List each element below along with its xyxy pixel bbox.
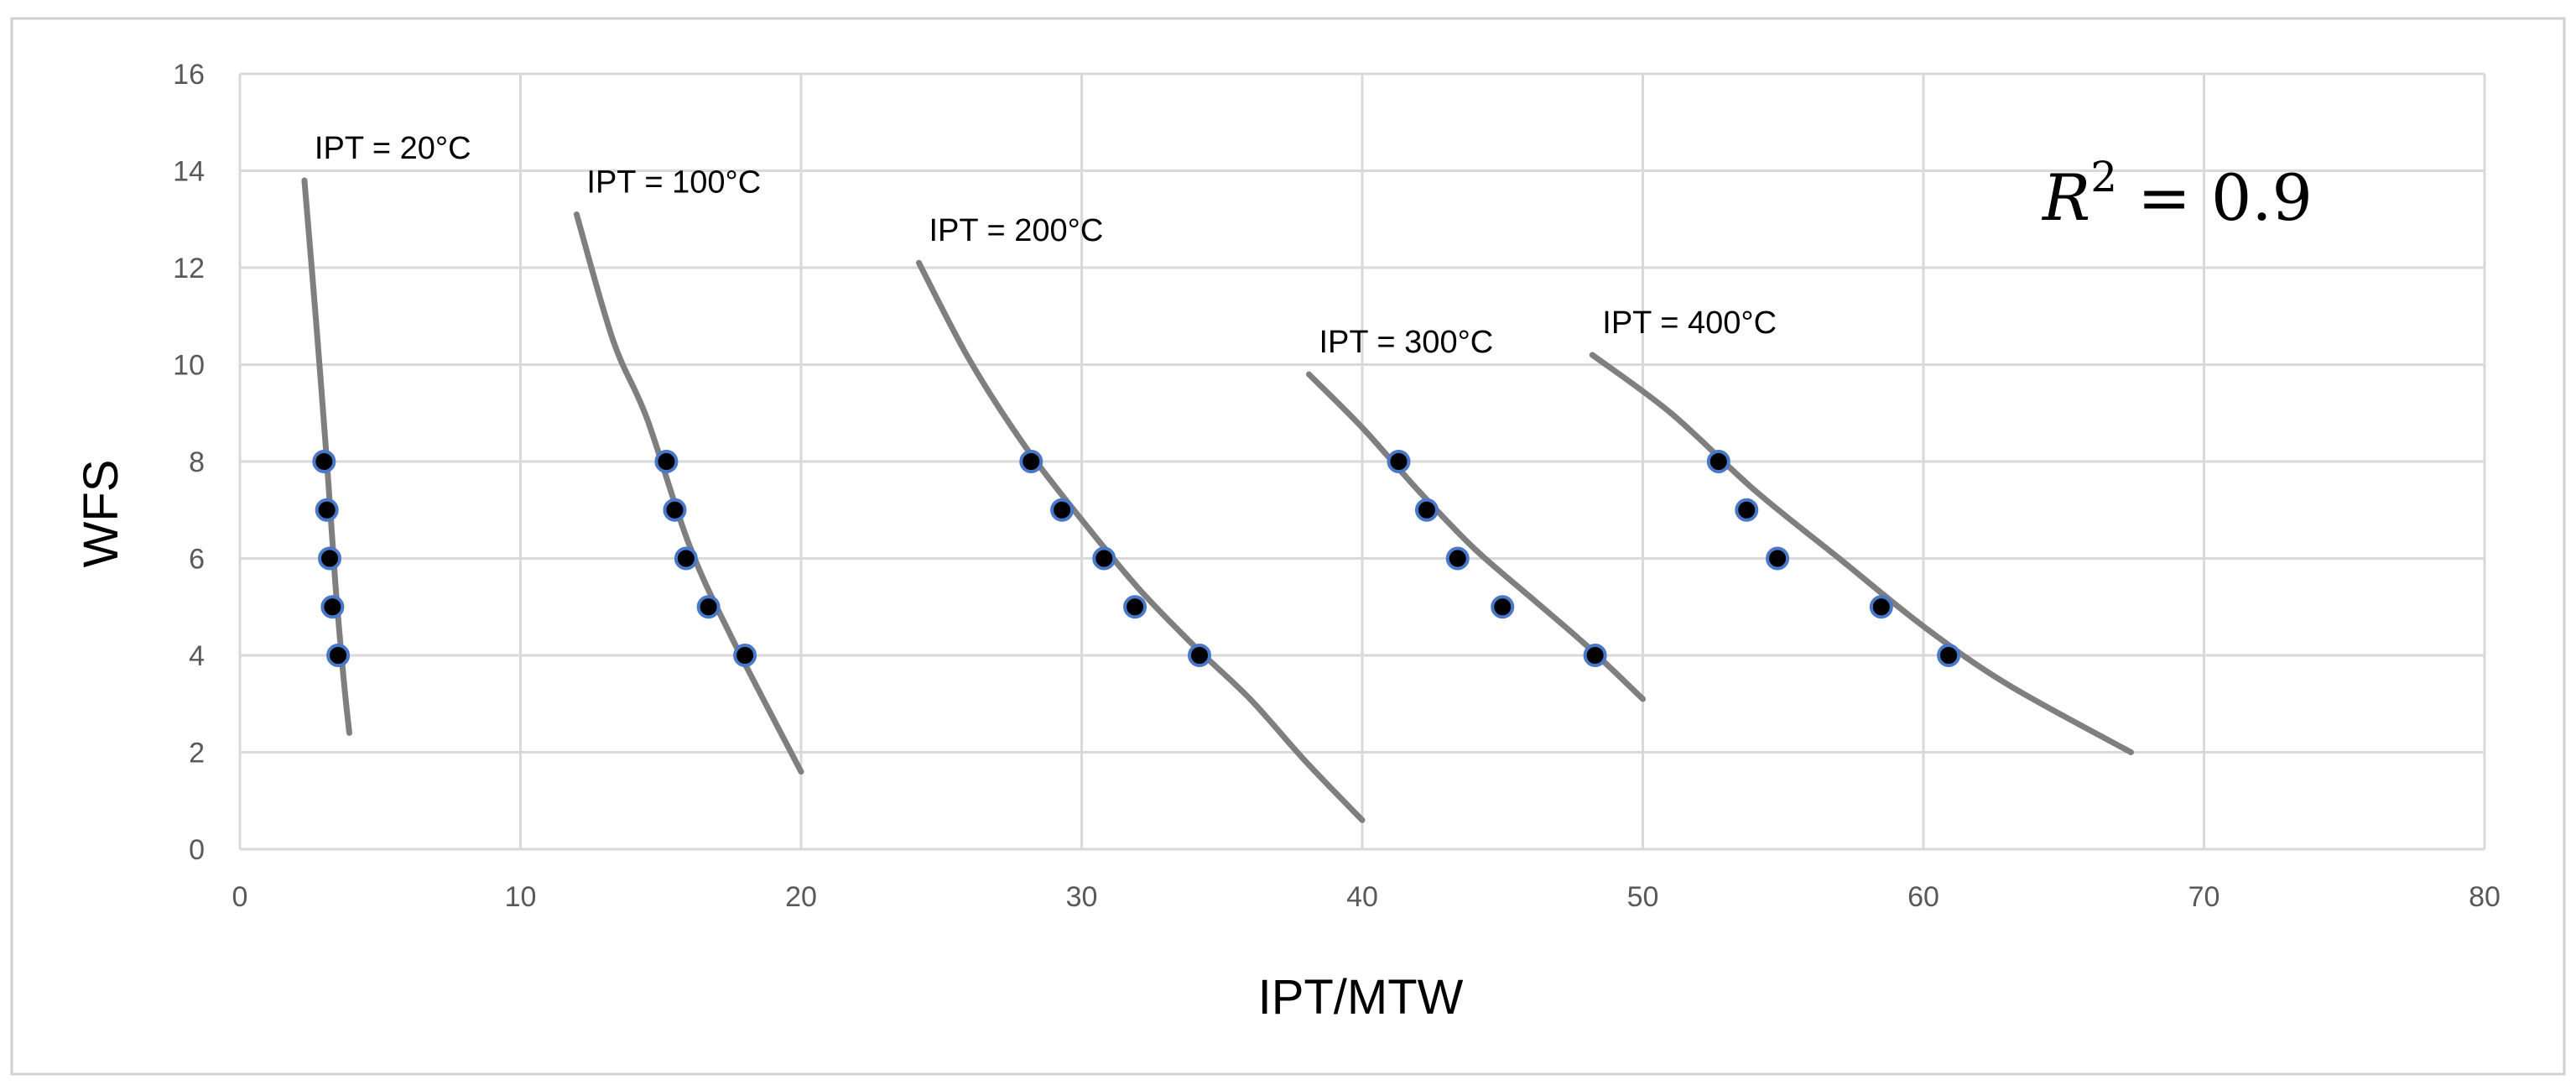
data-point	[1414, 498, 1439, 522]
data-point	[663, 498, 687, 522]
data-point	[312, 450, 336, 473]
data-point	[1445, 546, 1470, 571]
chart-frame	[10, 17, 2566, 1076]
x-tick-label: 80	[2469, 881, 2501, 913]
x-axis-title: IPT/MTW	[1258, 970, 1464, 1025]
y-tick-label: 0	[189, 834, 205, 866]
data-point	[1706, 450, 1730, 473]
data-point	[326, 644, 351, 667]
y-tick-label: 4	[189, 640, 205, 672]
data-point	[1050, 498, 1075, 522]
data-point	[1387, 450, 1411, 473]
data-point	[674, 546, 698, 571]
data-point	[1735, 498, 1759, 522]
x-tick-label: 40	[1346, 881, 1378, 913]
data-point	[1583, 644, 1607, 667]
y-axis-title: WFS	[74, 460, 128, 568]
data-point	[320, 595, 345, 619]
y-tick-label: 10	[173, 350, 205, 382]
data-point	[1491, 595, 1515, 619]
data-point	[315, 498, 339, 522]
data-point	[1869, 595, 1893, 619]
series-label: IPT = 300°C	[1319, 325, 1493, 360]
label-layer: IPT = 20°C IPT = 100°C IPT = 200°C IPT = 30…	[315, 131, 1777, 360]
y-tick-label: 8	[189, 446, 205, 478]
r-exponent: 2	[2090, 153, 2117, 201]
y-tick-label: 2	[189, 738, 205, 769]
tick-layer: 0 2 4 6 8 10 12 14 16 0 10 20 30 40 50 60 70 80	[173, 59, 2501, 913]
x-tick-label: 60	[1907, 881, 1939, 913]
x-tick-label: 30	[1066, 881, 1098, 913]
data-point	[1092, 546, 1116, 571]
series-label: IPT = 400°C	[1602, 305, 1777, 341]
data-point	[1187, 644, 1211, 667]
series-label: IPT = 100°C	[586, 164, 761, 200]
fit-curve	[301, 177, 352, 736]
data-point	[1019, 450, 1043, 473]
data-point	[733, 644, 757, 667]
y-tick-label: 14	[173, 156, 205, 188]
series-label: IPT = 20°C	[315, 131, 471, 166]
fit-curve	[915, 259, 1366, 823]
x-tick-label: 50	[1627, 881, 1659, 913]
r-squared-annotation: R2 = 0.9	[2041, 153, 2313, 235]
data-point	[318, 546, 342, 571]
fit-curve	[1589, 352, 2135, 755]
x-tick-label: 10	[505, 881, 537, 913]
y-tick-label: 16	[173, 59, 205, 91]
series-label: IPT = 200°C	[929, 213, 1103, 248]
x-tick-label: 20	[785, 881, 817, 913]
r-value: = 0.9	[2117, 160, 2313, 235]
y-tick-label: 12	[173, 253, 205, 284]
point-layer	[312, 450, 1961, 667]
r-symbol: R	[2041, 160, 2090, 235]
data-point	[1937, 644, 1961, 667]
grid-layer	[238, 72, 2486, 851]
data-point	[654, 450, 679, 473]
data-point	[1766, 546, 1790, 571]
x-tick-label: 70	[2188, 881, 2220, 913]
fit-curve	[1305, 371, 1646, 702]
data-point	[696, 595, 721, 619]
data-point	[1123, 595, 1147, 619]
x-tick-label: 0	[232, 881, 248, 913]
y-tick-label: 6	[189, 544, 205, 576]
